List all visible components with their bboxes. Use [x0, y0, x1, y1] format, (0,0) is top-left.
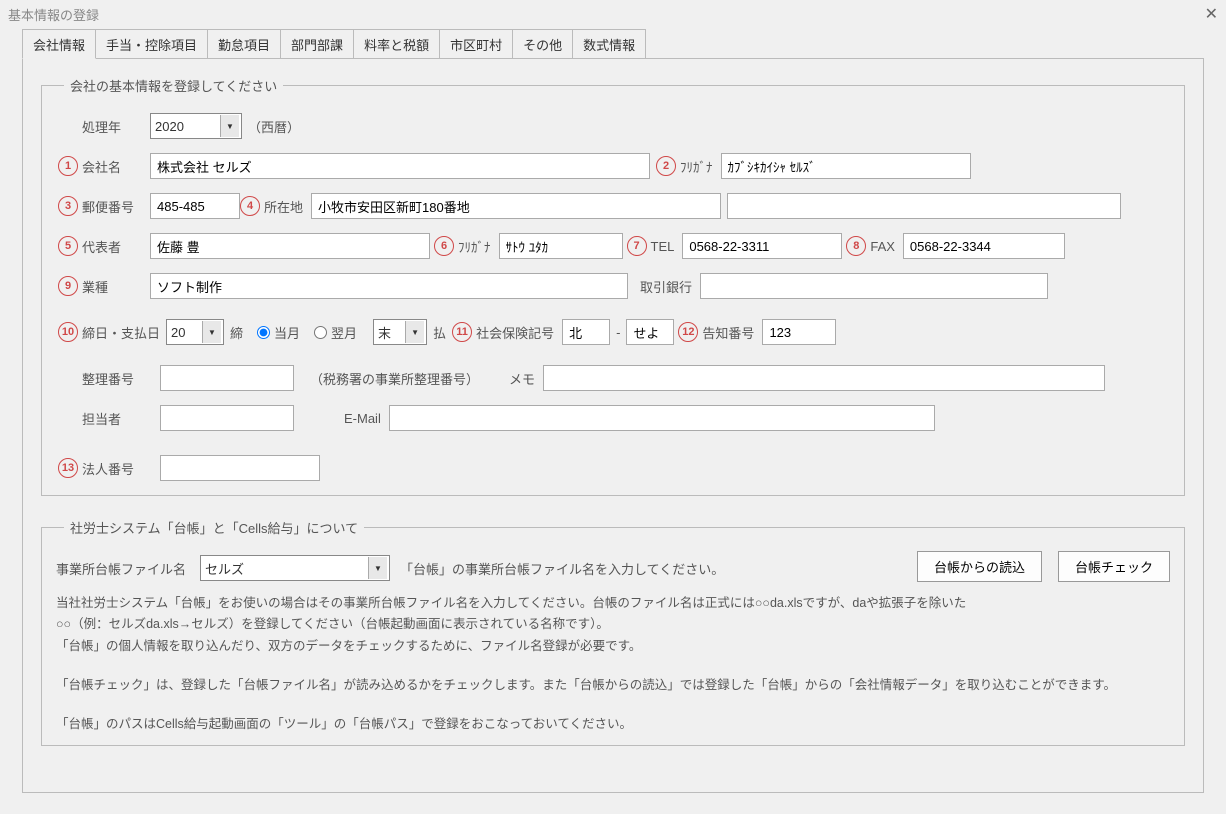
- bank-label: 取引銀行: [640, 277, 692, 296]
- social-ins-label: 社会保険記号: [476, 323, 554, 342]
- note-line-3: 「台帳」の個人情報を取り込んだり、双方のデータをチェックするために、ファイル名登…: [56, 636, 1166, 657]
- company-info-group: 会社の基本情報を登録してください 処理年 2020 （西暦） 1 会社名 2 ﾌ…: [41, 76, 1185, 496]
- notice-input[interactable]: [762, 319, 836, 345]
- daicho-group: 社労士システム「台帳」と「Cells給与」について 台帳からの読込 台帳チェック…: [41, 518, 1185, 746]
- note-line-5: 「台帳」のパスはCells給与起動画面の「ツール」の「台帳パス」で登録をおこなっ…: [56, 714, 1166, 735]
- year-suffix: （西暦）: [248, 117, 300, 136]
- furigana-label: ﾌﾘｶﾞﾅ: [680, 157, 713, 176]
- houjin-input[interactable]: [160, 455, 320, 481]
- social2-input[interactable]: [626, 319, 674, 345]
- badge-4: 4: [240, 196, 260, 216]
- closing-label: 締日・支払日: [82, 323, 158, 342]
- memo-input[interactable]: [543, 365, 1105, 391]
- memo-label: メモ: [509, 369, 535, 388]
- next-month-radio[interactable]: [314, 326, 327, 339]
- tel-input[interactable]: [682, 233, 842, 259]
- rep-input[interactable]: [150, 233, 430, 259]
- tanto-label: 担当者: [82, 409, 152, 428]
- badge-3: 3: [58, 196, 78, 216]
- company-label: 会社名: [82, 157, 142, 176]
- rep-furi-input[interactable]: [499, 233, 623, 259]
- address-label: 所在地: [264, 197, 303, 216]
- dash: -: [616, 325, 620, 340]
- next-month-label: 翌月: [331, 323, 357, 342]
- tab-rates-tax[interactable]: 料率と税額: [353, 29, 440, 58]
- group1-legend: 会社の基本情報を登録してください: [64, 76, 283, 95]
- houjin-label: 法人番号: [82, 459, 152, 478]
- window-title: 基本情報の登録: [8, 5, 99, 24]
- tab-formula[interactable]: 数式情報: [572, 29, 646, 58]
- email-label: E-Mail: [344, 411, 381, 426]
- tab-strip: 会社情報 手当・控除項目 勤怠項目 部門部課 料率と税額 市区町村 その他 数式…: [22, 29, 1204, 59]
- social1-input[interactable]: [562, 319, 610, 345]
- year-label: 処理年: [82, 117, 142, 136]
- tab-municipality[interactable]: 市区町村: [439, 29, 513, 58]
- pay-day-select[interactable]: 末: [373, 319, 427, 345]
- badge-8: 8: [846, 236, 866, 256]
- badge-9: 9: [58, 276, 78, 296]
- rep-label: 代表者: [82, 237, 142, 256]
- tab-other[interactable]: その他: [512, 29, 573, 58]
- tab-allowance[interactable]: 手当・控除項目: [95, 29, 208, 58]
- group2-legend: 社労士システム「台帳」と「Cells給与」について: [64, 518, 364, 537]
- industry-label: 業種: [82, 277, 142, 296]
- badge-6: 6: [434, 236, 454, 256]
- industry-input[interactable]: [150, 273, 628, 299]
- rep-furi-label: ﾌﾘｶﾞﾅ: [458, 237, 491, 256]
- tab-attendance[interactable]: 勤怠項目: [207, 29, 281, 58]
- year-select[interactable]: 2020: [150, 113, 242, 139]
- bank-input[interactable]: [700, 273, 1048, 299]
- email-input[interactable]: [389, 405, 935, 431]
- tel-label: TEL: [651, 239, 675, 254]
- postal-label: 郵便番号: [82, 197, 142, 216]
- tab-department[interactable]: 部門部課: [280, 29, 354, 58]
- seiri-note: （税務署の事業所整理番号）: [310, 369, 479, 388]
- close-suffix: 締: [230, 323, 243, 342]
- seiri-input[interactable]: [160, 365, 294, 391]
- badge-2: 2: [656, 156, 676, 176]
- company-input[interactable]: [150, 153, 650, 179]
- fax-label: FAX: [870, 239, 895, 254]
- note-line-2: ○○（例：セルズda.xls→セルズ）を登録してください（台帳起動画面に表示され…: [56, 614, 1166, 635]
- address1-input[interactable]: [311, 193, 721, 219]
- fax-input[interactable]: [903, 233, 1065, 259]
- badge-11: 11: [452, 322, 472, 342]
- tab-company-info[interactable]: 会社情報: [22, 29, 96, 59]
- seiri-label: 整理番号: [82, 369, 152, 388]
- file-label: 事業所台帳ファイル名: [56, 559, 186, 578]
- badge-1: 1: [58, 156, 78, 176]
- same-month-label: 当月: [274, 323, 300, 342]
- company-furigana-input[interactable]: [721, 153, 971, 179]
- tanto-input[interactable]: [160, 405, 294, 431]
- notice-label: 告知番号: [702, 323, 754, 342]
- file-note: 「台帳」の事業所台帳ファイル名を入力してください。: [400, 559, 724, 578]
- badge-7: 7: [627, 236, 647, 256]
- badge-13: 13: [58, 458, 78, 478]
- badge-10: 10: [58, 322, 78, 342]
- pay-suffix: 払: [433, 323, 446, 342]
- close-icon[interactable]: ✕: [1205, 4, 1218, 24]
- address2-input[interactable]: [727, 193, 1121, 219]
- postal-input[interactable]: [150, 193, 240, 219]
- badge-12: 12: [678, 322, 698, 342]
- badge-5: 5: [58, 236, 78, 256]
- daicho-file-select[interactable]: セルズ: [200, 555, 390, 581]
- note-line-4: 「台帳チェック」は、登録した「台帳ファイル名」が読み込めるかをチェックします。ま…: [56, 675, 1166, 696]
- same-month-radio[interactable]: [257, 326, 270, 339]
- close-day-select[interactable]: 20: [166, 319, 224, 345]
- note-line-1: 当社社労士システム「台帳」をお使いの場合はその事業所台帳ファイル名を入力してくだ…: [56, 593, 1166, 614]
